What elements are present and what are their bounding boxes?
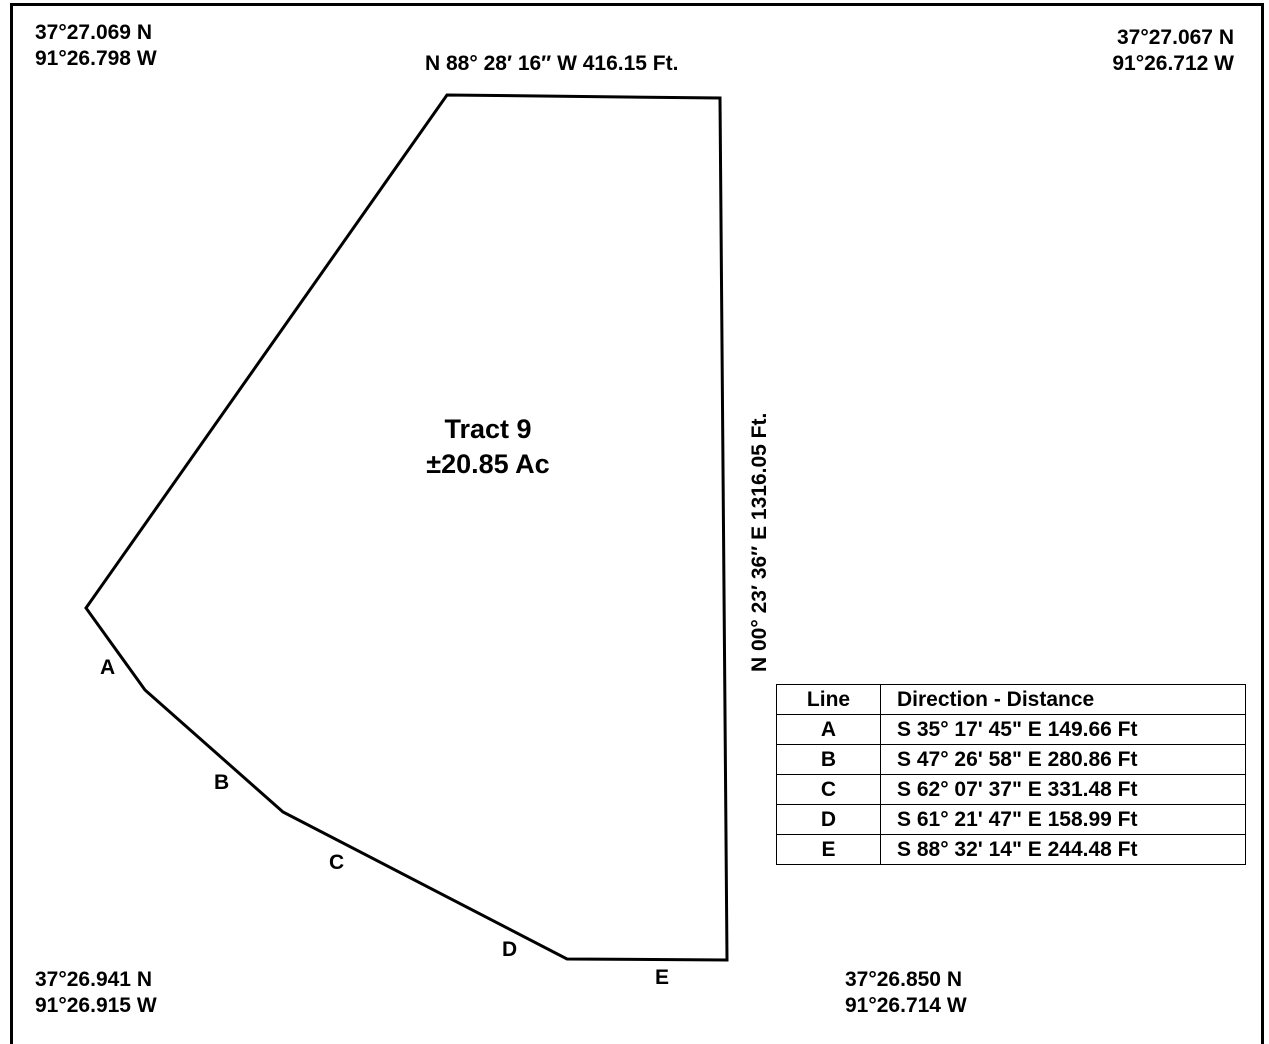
line-cell: A <box>776 714 881 745</box>
line-cell: C <box>776 774 881 805</box>
table-header-row: Line Direction - Distance <box>776 684 1246 715</box>
direction-cell: S 88° 32' 14" E 244.48 Ft <box>880 834 1246 865</box>
line-direction-table: Line Direction - Distance A S 35° 17' 45… <box>776 684 1246 865</box>
map-frame <box>10 3 1264 1044</box>
latitude: 37°26.941 N <box>35 968 152 991</box>
east-boundary-bearing: N 00° 23′ 36″ E 1316.05 Ft. <box>748 412 771 672</box>
direction-cell: S 47° 26' 58" E 280.86 Ft <box>880 744 1246 775</box>
segment-label-e: E <box>655 966 670 989</box>
longitude: 91°26.712 W <box>1112 52 1234 75</box>
direction-cell: S 35° 17' 45" E 149.66 Ft <box>880 714 1246 745</box>
segment-label-c: C <box>329 851 345 874</box>
table-row: D S 61° 21' 47" E 158.99 Ft <box>776 804 1246 835</box>
longitude: 91°26.915 W <box>35 994 157 1017</box>
table-row: C S 62° 07' 37" E 331.48 Ft <box>776 774 1246 805</box>
tract-label: Tract 9 ±20.85 Ac <box>388 412 588 482</box>
line-cell: E <box>776 834 881 865</box>
direction-cell: S 61° 21' 47" E 158.99 Ft <box>880 804 1246 835</box>
direction-cell: S 62° 07' 37" E 331.48 Ft <box>880 774 1246 805</box>
corner-coord-bottom-left: 37°26.941 N 91°26.915 W <box>35 967 157 1019</box>
longitude: 91°26.798 W <box>35 47 157 70</box>
north-boundary-bearing: N 88° 28′ 16″ W 416.15 Ft. <box>425 52 679 75</box>
tract-boundary <box>84 93 729 962</box>
table-row: B S 47° 26' 58" E 280.86 Ft <box>776 744 1246 775</box>
latitude: 37°26.850 N <box>845 968 962 991</box>
table-row: E S 88° 32' 14" E 244.48 Ft <box>776 834 1246 865</box>
line-cell: D <box>776 804 881 835</box>
column-header-line: Line <box>776 684 881 715</box>
segment-label-d: D <box>502 938 518 961</box>
corner-coord-top-left: 37°27.069 N 91°26.798 W <box>35 20 157 72</box>
segment-label-a: A <box>100 656 116 679</box>
latitude: 37°27.067 N <box>1117 26 1234 49</box>
segment-label-b: B <box>214 771 230 794</box>
latitude: 37°27.069 N <box>35 21 152 44</box>
tract-name: Tract 9 <box>444 414 532 444</box>
table-row: A S 35° 17' 45" E 149.66 Ft <box>776 714 1246 745</box>
column-header-direction: Direction - Distance <box>880 684 1246 715</box>
corner-coord-bottom-right: 37°26.850 N 91°26.714 W <box>845 967 967 1019</box>
longitude: 91°26.714 W <box>845 994 967 1017</box>
line-cell: B <box>776 744 881 775</box>
tract-area: ±20.85 Ac <box>426 449 550 479</box>
corner-coord-top-right: 37°27.067 N 91°26.712 W <box>1112 25 1234 77</box>
